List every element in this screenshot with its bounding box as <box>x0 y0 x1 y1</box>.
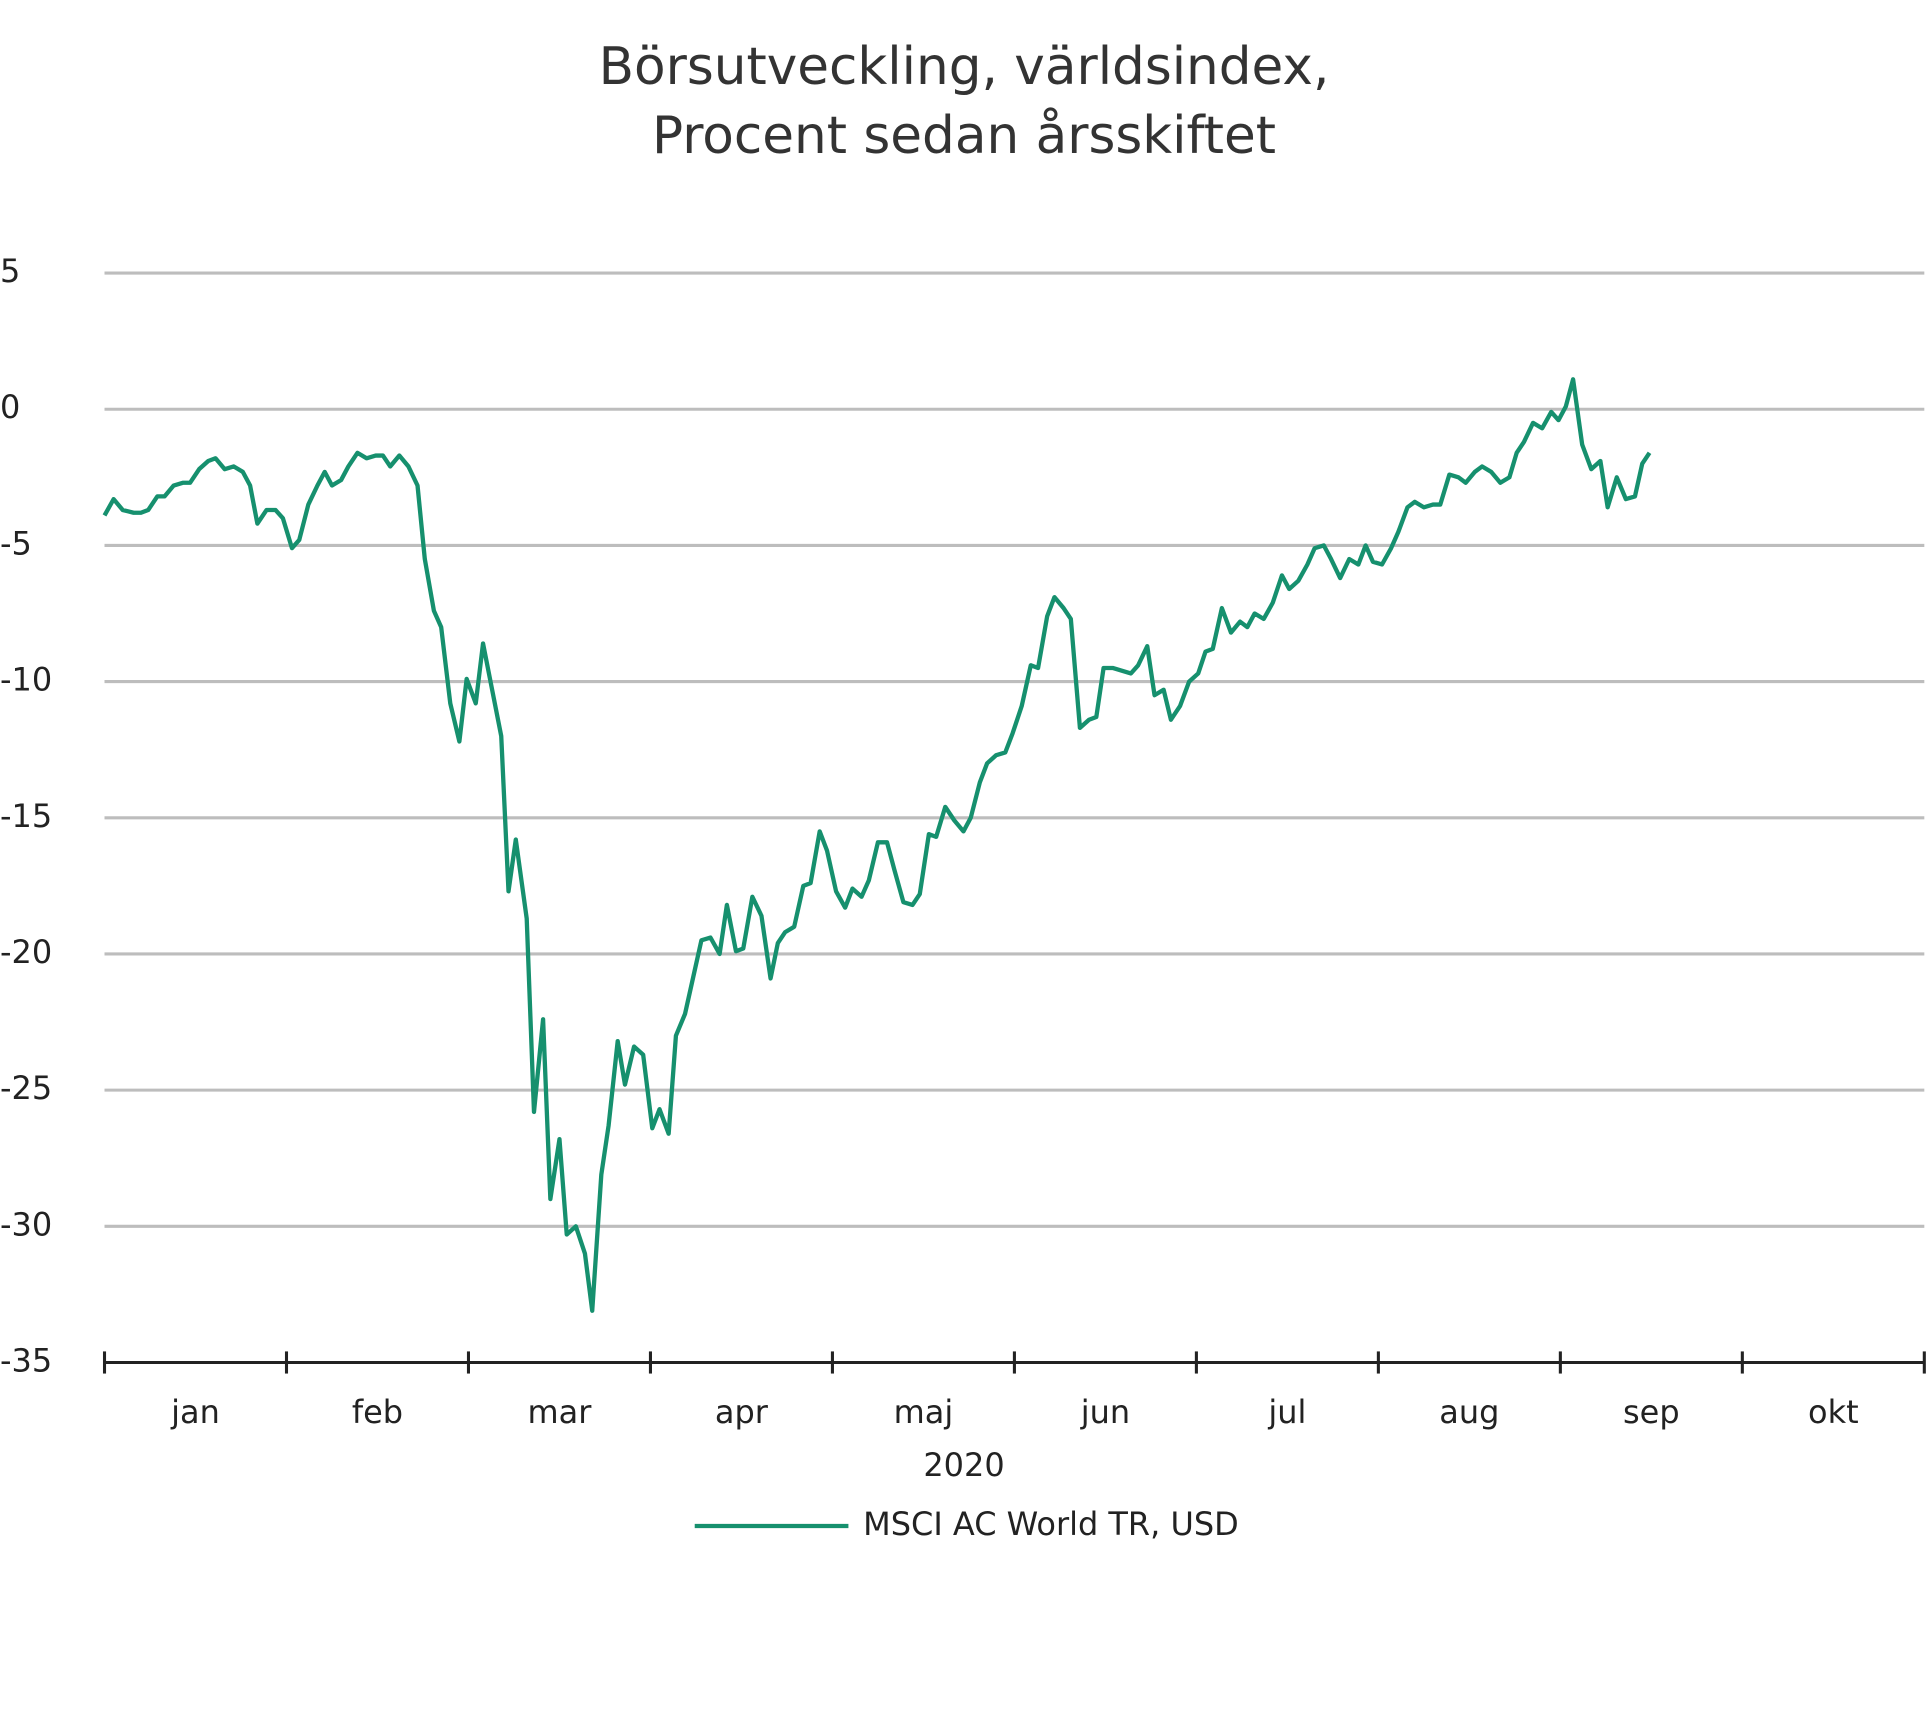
y-tick-label: -25 <box>0 1069 52 1107</box>
x-tick-label: aug <box>1439 1393 1499 1431</box>
x-axis-label: 2020 <box>923 1446 1004 1484</box>
x-tick-label: mar <box>528 1393 593 1431</box>
y-tick-label: -35 <box>0 1341 52 1379</box>
x-tick-label: jan <box>170 1393 220 1431</box>
data-line <box>102 377 1652 1313</box>
y-tick-label: -20 <box>0 933 52 971</box>
y-tick-label: -30 <box>0 1205 52 1243</box>
y-tick-label: 0 <box>0 388 20 426</box>
x-tick-label: jul <box>1267 1393 1306 1431</box>
x-tick-label: jun <box>1080 1393 1130 1431</box>
x-tick-label: sep <box>1623 1393 1680 1431</box>
y-tick-label: -15 <box>0 797 52 835</box>
x-tick-label: apr <box>715 1393 769 1431</box>
chart-subtitle: Procent sedan årsskiftet <box>652 106 1276 166</box>
chart-title: Börsutveckling, världsindex, <box>599 37 1330 97</box>
x-tick-label: feb <box>352 1393 403 1431</box>
y-tick-label: -10 <box>0 661 52 699</box>
y-tick-label: -5 <box>0 524 32 562</box>
x-tick-label: maj <box>894 1393 954 1431</box>
y-tick-label: 5 <box>0 252 20 290</box>
x-tick-label: okt <box>1808 1393 1859 1431</box>
legend-label: MSCI AC World TR, USD <box>863 1505 1239 1543</box>
